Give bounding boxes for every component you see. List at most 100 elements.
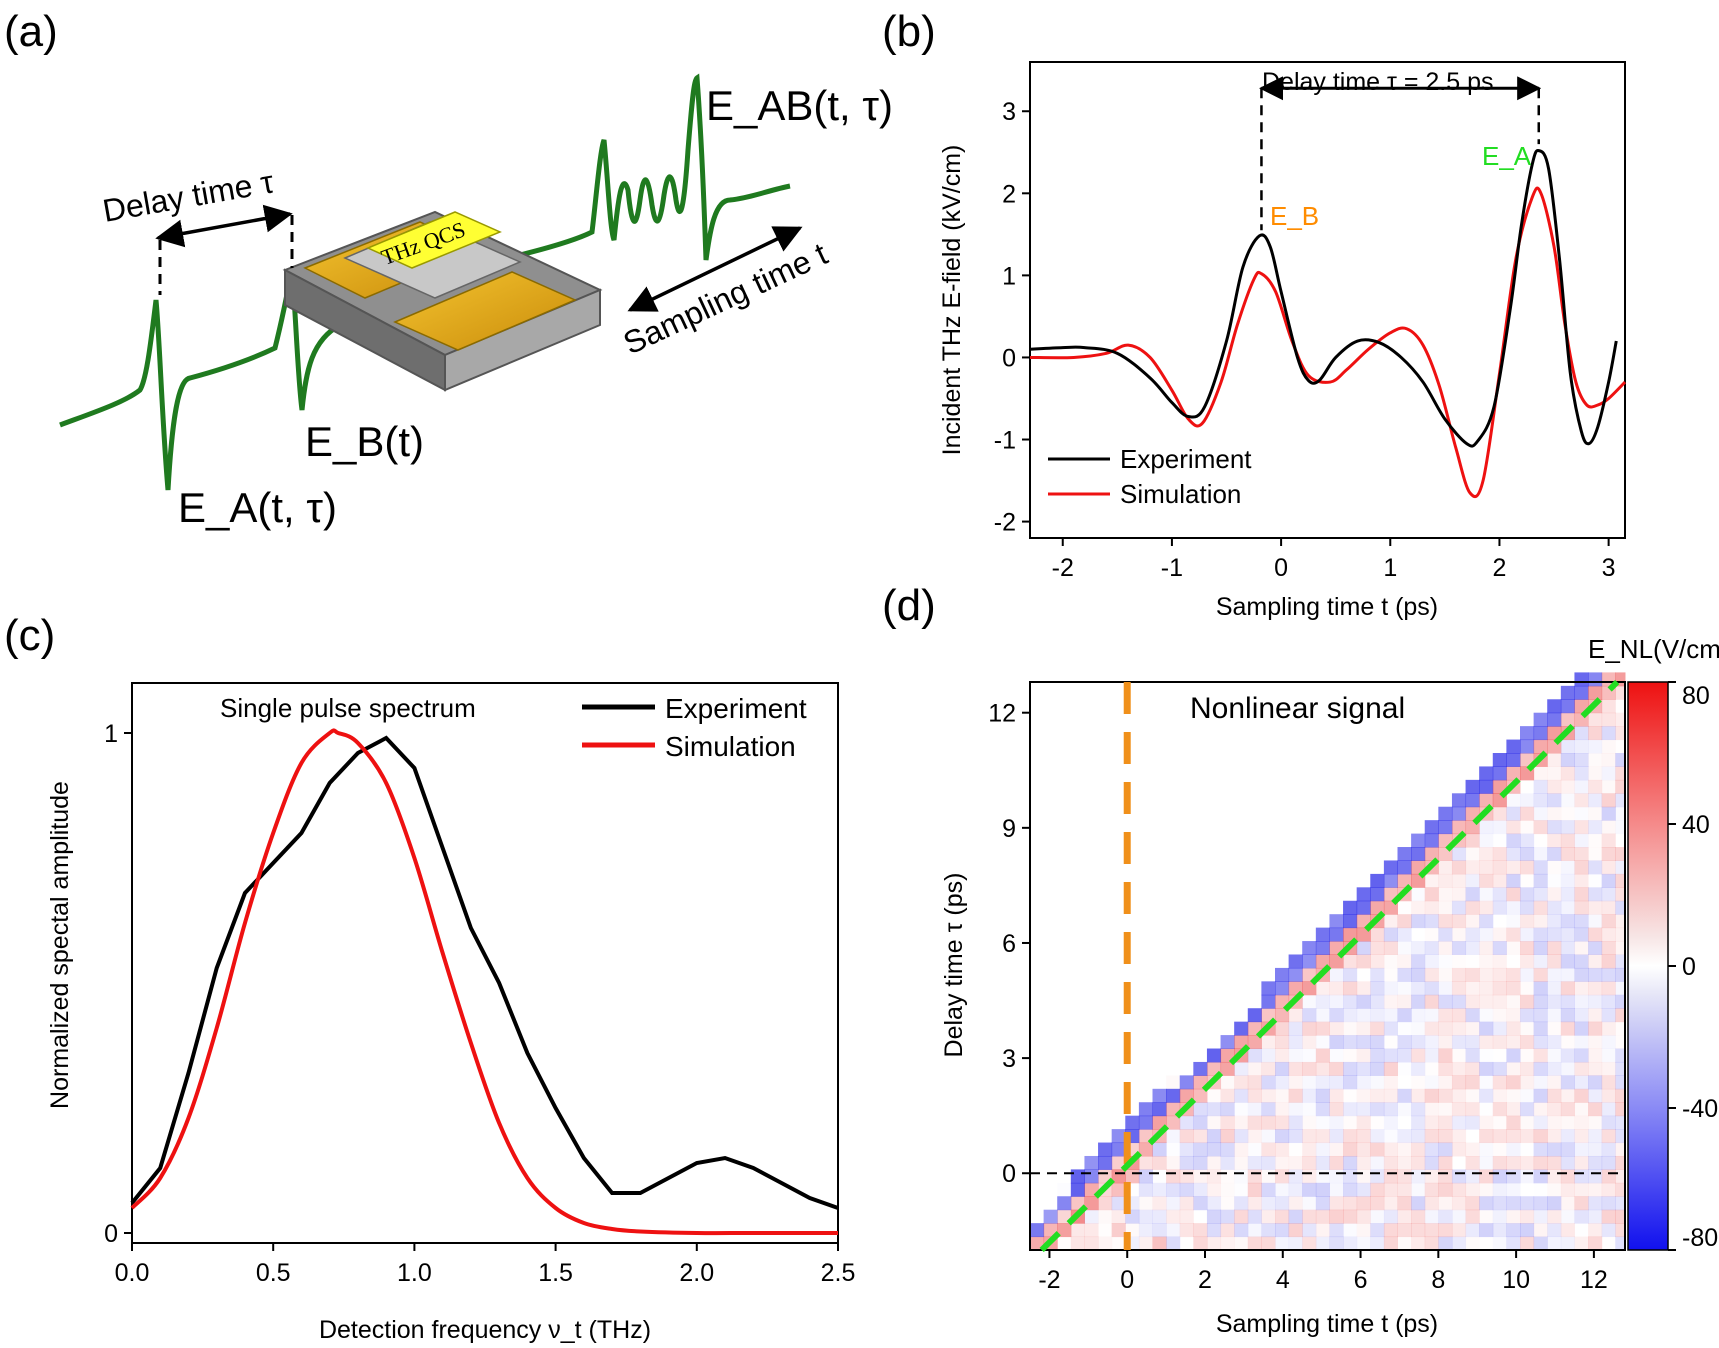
heatmap-cell — [1411, 1022, 1425, 1036]
delay-annotation-b: Delay time τ = 2.5 ps — [1262, 68, 1494, 96]
heatmap-cell — [1153, 1169, 1167, 1183]
heatmap-cell — [1357, 968, 1371, 982]
heatmap-cell — [1615, 1236, 1626, 1251]
heatmap-cell — [1329, 981, 1344, 996]
heatmap-cell — [1343, 954, 1358, 969]
heatmap-cell — [1288, 1169, 1303, 1184]
heatmap-cell — [1247, 1048, 1262, 1063]
heatmap-cell — [1438, 1102, 1452, 1116]
xtick-label: 1 — [1383, 554, 1397, 582]
heatmap-cell — [1438, 1169, 1453, 1184]
heatmap-cell — [1343, 967, 1358, 982]
heatmap-cell — [1302, 1008, 1317, 1023]
heatmap-cell — [1479, 1088, 1494, 1103]
heatmap-cell — [1465, 1008, 1480, 1023]
series-line-experiment — [1029, 149, 1618, 448]
heatmap-cell — [1451, 806, 1467, 821]
heatmap-cell — [1111, 1223, 1126, 1238]
heatmap-cell — [1329, 1155, 1344, 1170]
heatmap-cell — [1615, 1196, 1626, 1211]
heatmap-cell — [1220, 1142, 1235, 1157]
heatmap-cell — [1465, 994, 1480, 1009]
heatmap-cell — [1602, 1237, 1616, 1251]
heatmap-cell — [1370, 873, 1385, 888]
heatmap-cell — [1506, 1236, 1521, 1251]
heatmap-cell — [1451, 1182, 1467, 1197]
heatmap-cell — [1520, 954, 1535, 969]
heatmap-cell — [1302, 995, 1316, 1009]
heatmap-cell — [1492, 1155, 1507, 1170]
heatmap-cell — [1615, 1155, 1626, 1170]
heatmap-cell — [1492, 873, 1507, 888]
heatmap-cell — [1506, 1223, 1521, 1238]
heatmap-cell — [1247, 1236, 1262, 1251]
output-waveform — [519, 73, 791, 261]
heatmap-cell — [1206, 1155, 1222, 1170]
heatmap-cell — [1275, 981, 1290, 996]
heatmap-cell — [1329, 1142, 1344, 1157]
heatmap-cell — [1383, 1236, 1398, 1251]
heatmap-cell — [1533, 1223, 1548, 1238]
heatmap-cell — [1451, 900, 1467, 915]
heatmap-cell — [1411, 1075, 1425, 1089]
heatmap-cell — [1533, 954, 1548, 969]
heatmap-cell — [1560, 1008, 1575, 1023]
heatmap-cell — [1479, 927, 1494, 942]
heatmap-cell — [1329, 1183, 1343, 1197]
heatmap-cell — [1574, 927, 1589, 942]
heatmap-cell — [1289, 1143, 1303, 1157]
heatmap-cell — [1424, 1155, 1439, 1170]
heatmap-cell — [1452, 1156, 1466, 1170]
heatmap-cell — [1275, 1209, 1290, 1224]
heatmap-cell — [1261, 1223, 1276, 1238]
heatmap-cell — [1057, 1183, 1071, 1197]
heatmap-cell — [1588, 847, 1602, 861]
heatmap-cell — [1343, 1089, 1357, 1103]
heatmap-cell — [1397, 860, 1412, 875]
heatmap-cell — [1492, 927, 1507, 942]
heatmap-cell — [1234, 1142, 1249, 1157]
heatmap-cell — [1206, 1182, 1222, 1197]
heatmap-cell — [1288, 1209, 1303, 1224]
heatmap-cell — [1465, 1048, 1480, 1063]
heatmap-cell — [1534, 1183, 1548, 1197]
heatmap-cell — [1356, 1209, 1371, 1224]
heatmap-cell — [1479, 1021, 1494, 1036]
heatmap-cell — [1492, 1088, 1507, 1103]
heatmap-cell — [1615, 1088, 1626, 1103]
heatmap-cell — [1397, 1169, 1412, 1184]
heatmap-cell — [1479, 1169, 1494, 1184]
heatmap-cell — [1315, 1236, 1330, 1251]
heatmap-cell — [1206, 1102, 1222, 1117]
heatmap-cell — [1601, 1061, 1616, 1076]
heatmap-cell — [1533, 927, 1548, 942]
heatmap-cell — [1560, 1088, 1575, 1103]
sampling-arrow — [627, 226, 803, 312]
heatmap-cell — [1492, 967, 1507, 982]
heatmap-cell — [1588, 1236, 1603, 1251]
heatmap-cell — [1601, 1155, 1616, 1170]
ea-peak-label: E_A — [1482, 141, 1532, 171]
heatmap-cell — [1356, 900, 1371, 915]
heatmap-cell — [1370, 1088, 1385, 1103]
heatmap-cell — [1302, 1209, 1317, 1224]
heatmap-cell — [1316, 1169, 1330, 1183]
heatmap-cell — [1424, 1102, 1439, 1117]
heatmap-cell — [1138, 1102, 1153, 1117]
heatmap-cell — [1220, 1236, 1235, 1251]
heatmap-cell — [1615, 1223, 1626, 1238]
heatmap-cell — [1506, 954, 1520, 968]
heatmap-cell — [1533, 806, 1548, 821]
heatmap-cell — [1560, 994, 1575, 1009]
heatmap-cell — [1356, 1196, 1371, 1211]
ylabel-c: Normalized spectal amplitude — [46, 781, 74, 1109]
heatmap-cell — [1288, 967, 1303, 982]
heatmap-cell — [1315, 1182, 1330, 1197]
heatmap-cell — [1234, 1169, 1248, 1183]
heatmap-cell — [1465, 860, 1480, 875]
heatmap-cell — [1492, 954, 1507, 969]
heatmap-cell — [1424, 1048, 1439, 1063]
colorbar-tick-label: -80 — [1682, 1224, 1718, 1252]
heatmap-cell — [1520, 1196, 1535, 1211]
heatmap-cell — [1451, 873, 1467, 888]
